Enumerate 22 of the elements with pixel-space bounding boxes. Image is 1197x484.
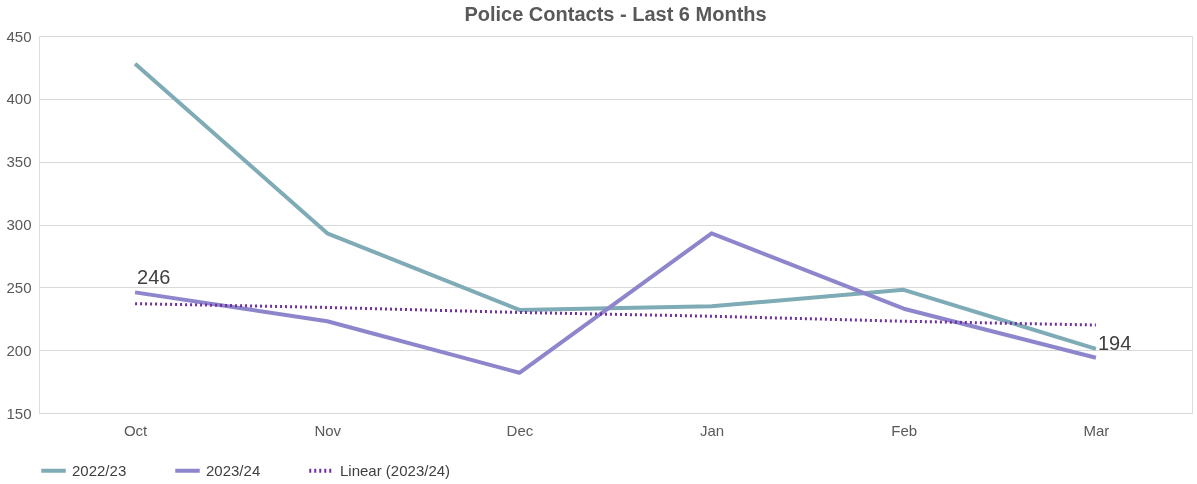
x-tick-label: Mar [1083,421,1110,439]
x-tick-label: Oct [123,421,149,439]
y-tick-label: 250 [6,278,32,296]
x-tick-label: Nov [314,421,342,439]
y-tick-label: 400 [6,90,32,108]
legend-label: 2023/24 [206,461,261,479]
data-label: 246 [137,266,171,289]
y-tick-label: 300 [6,216,32,233]
data-label: 194 [1097,331,1132,354]
x-tick-label: Dec [506,421,534,439]
y-tick-label: 150 [6,404,32,422]
x-tick-label: Feb [891,421,918,439]
y-tick-label: 450 [6,27,32,45]
y-tick-label: 200 [6,341,32,359]
legend-label: Linear (2023/24) [340,461,451,479]
line-series [133,231,1098,375]
chart-title: Police Contacts - Last 6 Months [464,3,767,25]
y-tick-label: 350 [6,153,32,171]
x-tick-label: Jan [699,421,725,439]
line-series [133,61,1098,351]
legend-label: 2022/23 [72,461,127,479]
line-series [133,302,1098,327]
